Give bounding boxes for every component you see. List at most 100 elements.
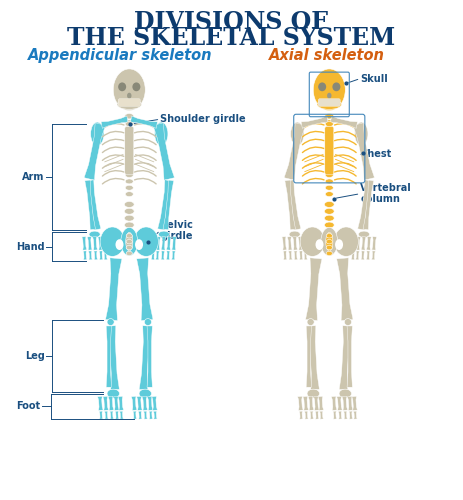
Polygon shape: [299, 251, 303, 260]
Text: Chest: Chest: [360, 150, 392, 160]
Text: Appendicular skeleton: Appendicular skeleton: [28, 48, 213, 63]
Polygon shape: [142, 396, 148, 410]
Polygon shape: [287, 236, 292, 250]
Text: THE SKELETAL SYSTEM: THE SKELETAL SYSTEM: [68, 26, 395, 50]
Ellipse shape: [339, 389, 351, 398]
Ellipse shape: [125, 208, 134, 214]
Ellipse shape: [344, 318, 351, 326]
Polygon shape: [138, 411, 142, 419]
Polygon shape: [106, 326, 112, 387]
Ellipse shape: [358, 231, 369, 237]
Polygon shape: [333, 411, 337, 419]
Polygon shape: [299, 411, 303, 419]
Ellipse shape: [125, 114, 134, 119]
Polygon shape: [288, 251, 292, 260]
Ellipse shape: [125, 140, 133, 145]
Polygon shape: [298, 396, 303, 410]
Polygon shape: [284, 123, 306, 180]
Polygon shape: [88, 251, 92, 260]
Ellipse shape: [332, 82, 340, 91]
Polygon shape: [347, 326, 352, 387]
Polygon shape: [347, 396, 353, 410]
Polygon shape: [85, 180, 95, 230]
Polygon shape: [304, 251, 307, 260]
Text: Hand: Hand: [16, 242, 45, 252]
Ellipse shape: [325, 147, 333, 152]
Polygon shape: [351, 236, 356, 250]
Ellipse shape: [118, 82, 126, 91]
Ellipse shape: [325, 179, 333, 184]
Polygon shape: [342, 396, 348, 410]
Polygon shape: [298, 236, 303, 250]
Ellipse shape: [125, 147, 133, 152]
Polygon shape: [372, 236, 376, 250]
Polygon shape: [107, 326, 119, 390]
Polygon shape: [131, 116, 157, 128]
Ellipse shape: [325, 114, 334, 119]
Polygon shape: [139, 326, 151, 390]
Ellipse shape: [126, 240, 132, 244]
Polygon shape: [356, 236, 361, 250]
Polygon shape: [99, 411, 103, 419]
Ellipse shape: [325, 146, 334, 151]
Polygon shape: [318, 396, 324, 410]
Polygon shape: [293, 236, 298, 250]
Ellipse shape: [325, 132, 334, 138]
Polygon shape: [93, 236, 98, 250]
Polygon shape: [339, 326, 351, 390]
Ellipse shape: [355, 122, 368, 146]
Ellipse shape: [307, 318, 314, 326]
Polygon shape: [303, 396, 308, 410]
Ellipse shape: [325, 134, 333, 140]
Polygon shape: [319, 411, 323, 419]
Ellipse shape: [313, 69, 345, 110]
Polygon shape: [302, 236, 307, 250]
Polygon shape: [83, 251, 87, 260]
Ellipse shape: [125, 139, 134, 144]
Polygon shape: [98, 396, 103, 410]
Ellipse shape: [125, 134, 133, 140]
Ellipse shape: [125, 179, 133, 184]
Ellipse shape: [125, 202, 134, 207]
Polygon shape: [144, 411, 147, 419]
Text: Skull: Skull: [360, 74, 388, 84]
Ellipse shape: [125, 229, 134, 235]
Polygon shape: [104, 251, 107, 260]
Polygon shape: [137, 396, 142, 410]
Ellipse shape: [325, 229, 334, 235]
Polygon shape: [353, 411, 357, 419]
Text: Shoulder girdle: Shoulder girdle: [160, 114, 246, 124]
Polygon shape: [149, 411, 153, 419]
Polygon shape: [332, 396, 337, 410]
Polygon shape: [156, 251, 159, 260]
Polygon shape: [119, 411, 123, 419]
FancyBboxPatch shape: [325, 126, 334, 174]
Ellipse shape: [107, 318, 114, 326]
Polygon shape: [84, 123, 106, 180]
Polygon shape: [172, 236, 176, 250]
Ellipse shape: [115, 239, 124, 250]
Ellipse shape: [321, 228, 338, 256]
Ellipse shape: [127, 92, 131, 98]
Polygon shape: [357, 180, 372, 230]
Polygon shape: [153, 123, 175, 180]
Polygon shape: [356, 251, 359, 260]
Polygon shape: [103, 396, 108, 410]
Polygon shape: [363, 180, 374, 230]
Polygon shape: [151, 236, 156, 250]
Ellipse shape: [132, 82, 140, 91]
FancyBboxPatch shape: [118, 98, 140, 106]
Ellipse shape: [121, 228, 138, 256]
Polygon shape: [118, 396, 124, 410]
Polygon shape: [110, 411, 113, 419]
Polygon shape: [366, 251, 370, 260]
Polygon shape: [308, 396, 314, 410]
Ellipse shape: [125, 146, 134, 151]
Polygon shape: [306, 326, 312, 387]
Polygon shape: [337, 396, 342, 410]
Ellipse shape: [100, 227, 125, 256]
Text: Foot: Foot: [16, 402, 40, 411]
Ellipse shape: [125, 172, 133, 178]
Ellipse shape: [300, 227, 325, 256]
Polygon shape: [172, 251, 175, 260]
